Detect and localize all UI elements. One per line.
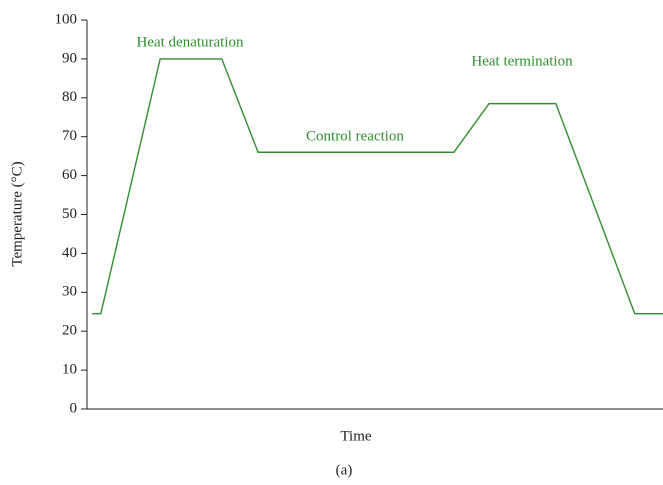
y-tick-label: 40 [62,245,77,261]
y-tick-label: 50 [62,206,77,222]
caption: (a) [336,462,353,478]
x-axis-label: Time [340,428,371,444]
annotation: Control reaction [306,128,404,144]
annotation: Heat termination [471,53,573,69]
y-axis-label: Temperature (°C) [9,161,25,266]
y-tick-label: 100 [55,11,78,27]
y-tick-label: 30 [62,284,77,300]
y-tick-label: 70 [62,128,77,144]
y-tick-label: 90 [62,50,77,66]
y-tick-label: 0 [70,400,78,416]
line [92,58,663,315]
y-tick-label: 20 [62,323,77,339]
annotation: Heat denaturation [136,34,244,50]
y-tick-label: 10 [62,362,77,378]
y-tick-label: 60 [62,167,77,183]
y-tick-label: 80 [62,89,77,105]
